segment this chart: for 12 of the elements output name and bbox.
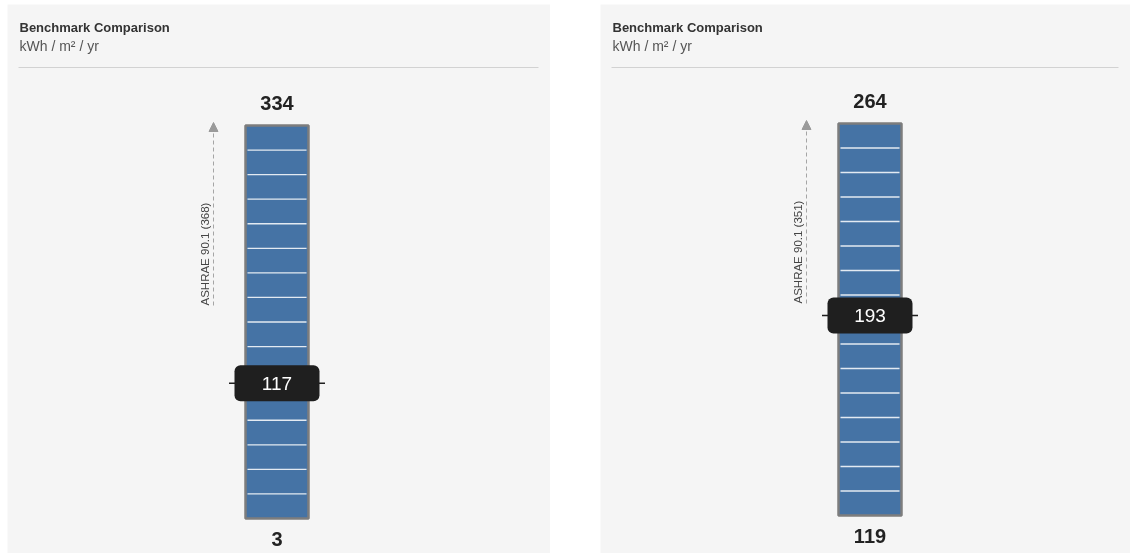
text: Benchmark Comparison [19, 20, 170, 35]
text: 334 [260, 91, 295, 114]
text: Benchmark Comparison [612, 20, 763, 35]
text: kWh / m² / yr [612, 37, 693, 54]
text: kWh / m² / yr [19, 37, 100, 54]
data-label: 193 [854, 304, 886, 326]
text: 264 [853, 89, 888, 112]
data-label: 117 [261, 372, 293, 394]
text: ASHRAE 90.1 (351) [791, 200, 804, 304]
text: ASHRAE 90.1 (368) [198, 202, 211, 306]
text: 3 [271, 527, 283, 550]
text: 119 [853, 524, 887, 547]
